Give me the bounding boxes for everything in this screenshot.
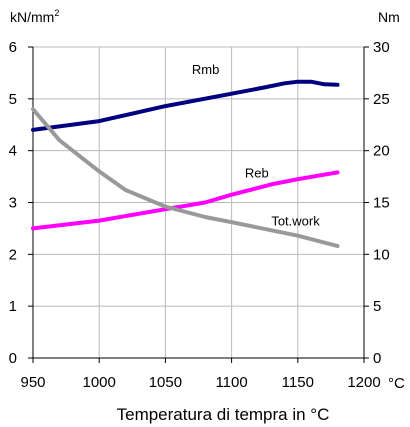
x-axis-title: Temperatura di tempra in °C bbox=[117, 405, 330, 424]
y-right-tick-label: 15 bbox=[373, 195, 390, 212]
series-line-rmb bbox=[31, 79, 340, 132]
y-left-tick-label: 6 bbox=[9, 39, 17, 56]
x-tick-label: 1000 bbox=[83, 374, 116, 391]
series-line-tot-work bbox=[31, 107, 340, 248]
y-left-tick-label: 1 bbox=[9, 298, 17, 315]
x-tick-label: 1100 bbox=[215, 374, 247, 391]
y-left-tick-label: 5 bbox=[9, 91, 17, 108]
y-right-tick-label: 20 bbox=[373, 143, 390, 160]
series-lines bbox=[31, 79, 340, 248]
y-left-tick-label: 4 bbox=[9, 143, 17, 160]
x-tick-label: 950 bbox=[20, 374, 45, 391]
series-line-reb bbox=[31, 170, 340, 231]
x-tick-label: 1200 bbox=[347, 374, 380, 391]
y-right-tick-label: 0 bbox=[373, 350, 381, 367]
x-tick-label: 1050 bbox=[149, 374, 182, 391]
y-right-tick-label: 5 bbox=[373, 298, 381, 315]
y-right-tick-label: 25 bbox=[373, 91, 390, 108]
y-left-tick-labels: 0 1 2 3 4 5 6 bbox=[9, 39, 33, 367]
x-tick-labels: 950 1000 1050 1100 1150 1200 bbox=[20, 358, 381, 391]
series-labels: Rmb Reb Tot.work bbox=[192, 62, 320, 228]
y-right-tick-label: 30 bbox=[373, 39, 390, 56]
y-left-tick-label: 0 bbox=[9, 350, 17, 367]
series-label-rmb: Rmb bbox=[192, 62, 219, 77]
series-label-reb: Reb bbox=[245, 166, 269, 181]
y-left-tick-label: 3 bbox=[9, 195, 17, 212]
series-label-tot-work: Tot.work bbox=[271, 213, 320, 228]
x-tick-label: 1150 bbox=[282, 374, 314, 391]
y-right-tick-label: 10 bbox=[373, 246, 390, 263]
y-left-tick-label: 2 bbox=[9, 246, 17, 263]
y-right-unit: Nm bbox=[378, 9, 400, 25]
x-unit: °C bbox=[388, 375, 405, 392]
y-right-tick-labels: 0 5 10 15 20 25 30 bbox=[364, 39, 390, 367]
y-left-unit: kN/mm2 bbox=[10, 8, 59, 25]
